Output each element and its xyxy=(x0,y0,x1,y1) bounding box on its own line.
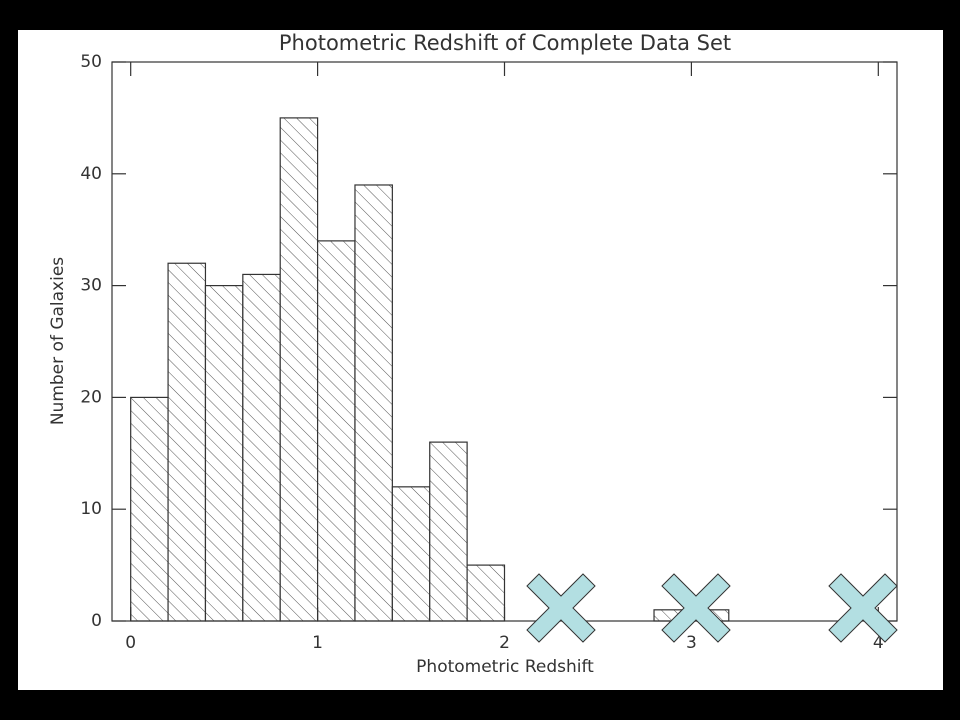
bar xyxy=(466,564,506,622)
bar xyxy=(167,262,207,622)
cross-mark xyxy=(828,573,898,643)
plot-area: 0 10 20 30 40 50 0 1 2 3 4 xyxy=(80,52,898,653)
cross-mark xyxy=(661,573,731,643)
bar xyxy=(354,184,393,622)
cross-mark xyxy=(526,573,596,643)
y-tick-label: 20 xyxy=(80,387,102,407)
y-tick-label: 10 xyxy=(80,499,102,519)
x-tick-label: 4 xyxy=(873,633,884,653)
y-tick-label: 30 xyxy=(80,276,102,296)
bar xyxy=(391,486,431,622)
bar xyxy=(316,240,356,622)
y-tick-label: 40 xyxy=(80,164,102,184)
bar xyxy=(279,117,319,622)
x-tick-label: 3 xyxy=(686,633,697,653)
chart-title: Photometric Redshift of Complete Data Se… xyxy=(279,31,731,55)
overlay-marks xyxy=(526,573,898,643)
x-tick-label: 0 xyxy=(125,633,136,653)
x-tick-label: 1 xyxy=(312,633,323,653)
y-tick-label: 50 xyxy=(80,52,102,72)
bar xyxy=(204,285,244,622)
y-axis-label: Number of Galaxies xyxy=(48,257,68,425)
bar xyxy=(130,396,169,622)
x-axis-label: Photometric Redshift xyxy=(416,657,594,677)
y-tick-label: 0 xyxy=(91,611,102,631)
x-tick-label: 2 xyxy=(499,633,510,653)
bar xyxy=(429,441,468,622)
bar xyxy=(242,273,281,622)
